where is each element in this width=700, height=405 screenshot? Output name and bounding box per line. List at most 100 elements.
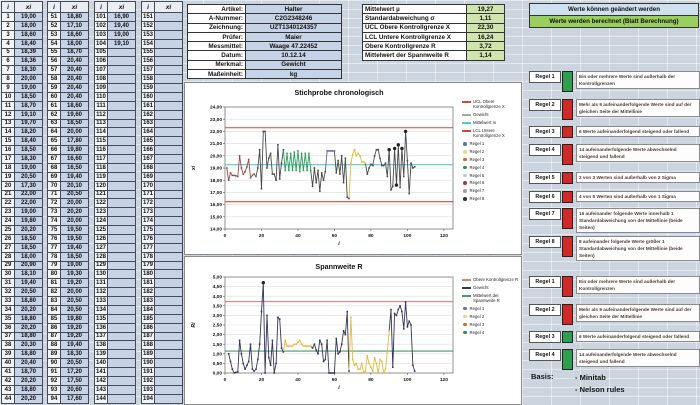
sample-value-cell[interactable]: 20,20: [15, 305, 43, 315]
sample-value-cell[interactable]: 19,40: [108, 21, 136, 31]
sample-value-cell[interactable]: [155, 21, 183, 31]
sample-value-cell[interactable]: [155, 13, 183, 22]
form-field-value[interactable]: Gewicht: [246, 60, 342, 71]
sample-value-cell[interactable]: 19,10: [108, 39, 136, 49]
sample-value-cell[interactable]: [108, 57, 136, 67]
sample-value-cell[interactable]: [155, 84, 183, 93]
sample-value-cell[interactable]: [108, 305, 136, 315]
sample-value-cell[interactable]: [108, 288, 136, 297]
sample-value-cell[interactable]: [155, 110, 183, 120]
sample-value-cell[interactable]: 20,50: [61, 305, 89, 315]
sample-value-cell[interactable]: 20,50: [15, 288, 43, 297]
sample-value-cell[interactable]: [108, 163, 136, 173]
sample-value-cell[interactable]: 17,60: [61, 394, 89, 404]
sample-value-cell[interactable]: 18,80: [15, 385, 43, 395]
sample-value-cell[interactable]: [108, 385, 136, 395]
sample-value-cell[interactable]: 17,20: [61, 368, 89, 377]
sample-value-cell[interactable]: 20,10: [61, 181, 89, 191]
sample-value-cell[interactable]: 17,80: [61, 137, 89, 147]
sample-value-cell[interactable]: 19,20: [61, 323, 89, 333]
sample-value-cell[interactable]: 18,50: [61, 119, 89, 129]
sample-value-cell[interactable]: 18,40: [15, 39, 43, 49]
sample-value-cell[interactable]: 18,36: [15, 57, 43, 67]
sample-value-cell[interactable]: 18,30: [61, 350, 89, 360]
sample-value-cell[interactable]: [155, 163, 183, 173]
sample-value-cell[interactable]: 20,50: [61, 359, 89, 368]
sample-value-cell[interactable]: 22,00: [15, 190, 43, 200]
sample-value-cell[interactable]: [108, 252, 136, 262]
sample-value-cell[interactable]: [108, 341, 136, 351]
sample-value-cell[interactable]: [155, 368, 183, 377]
form-field-value[interactable]: UZT1340124357: [246, 23, 342, 33]
sample-value-cell[interactable]: 18,39: [15, 48, 43, 58]
sample-value-cell[interactable]: 20,20: [15, 226, 43, 235]
sample-value-cell[interactable]: [155, 155, 183, 164]
sample-value-cell[interactable]: 20,20: [15, 376, 43, 386]
form-field-value[interactable]: C2G2348246: [246, 14, 342, 24]
sample-value-cell[interactable]: [155, 39, 183, 49]
sample-value-cell[interactable]: [155, 385, 183, 395]
sample-value-cell[interactable]: 20,00: [61, 199, 89, 209]
sample-value-cell[interactable]: [155, 119, 183, 129]
sample-value-cell[interactable]: 19,80: [61, 314, 89, 324]
sample-value-cell[interactable]: 18,60: [61, 101, 89, 111]
sample-value-cell[interactable]: [108, 314, 136, 324]
sample-value-cell[interactable]: [155, 128, 183, 138]
sample-value-cell[interactable]: 20,60: [61, 385, 89, 395]
sample-value-cell[interactable]: [155, 226, 183, 235]
sample-value-cell[interactable]: [155, 146, 183, 155]
sample-value-cell[interactable]: 18,50: [15, 243, 43, 253]
sample-value-cell[interactable]: 18,50: [61, 252, 89, 262]
sample-value-cell[interactable]: 18,80: [61, 13, 89, 22]
sample-value-cell[interactable]: 20,40: [15, 359, 43, 368]
sample-value-cell[interactable]: 19,40: [15, 279, 43, 289]
sample-value-cell[interactable]: [108, 199, 136, 209]
sample-value-cell[interactable]: [108, 181, 136, 191]
sample-value-cell[interactable]: [108, 128, 136, 138]
sample-value-cell[interactable]: 20,00: [61, 217, 89, 226]
sample-value-cell[interactable]: [155, 332, 183, 342]
sample-value-cell[interactable]: 18,30: [15, 155, 43, 164]
sample-value-cell[interactable]: [108, 101, 136, 111]
sample-value-cell[interactable]: 18,60: [15, 30, 43, 40]
sample-value-cell[interactable]: 19,00: [15, 13, 43, 22]
sample-value-cell[interactable]: 17,30: [15, 181, 43, 191]
sample-value-cell[interactable]: [108, 137, 136, 147]
sample-value-cell[interactable]: 18,50: [15, 146, 43, 155]
sample-value-cell[interactable]: 20,20: [61, 208, 89, 218]
sample-value-cell[interactable]: [155, 270, 183, 280]
sample-value-cell[interactable]: [108, 376, 136, 386]
sample-value-cell[interactable]: [155, 199, 183, 209]
sample-value-cell[interactable]: [108, 359, 136, 368]
sample-value-cell[interactable]: 19,20: [61, 332, 89, 342]
sample-value-cell[interactable]: 16,50: [61, 163, 89, 173]
sample-value-cell[interactable]: [155, 314, 183, 324]
sample-value-cell[interactable]: 18,00: [61, 39, 89, 49]
sample-value-cell[interactable]: 18,70: [61, 48, 89, 58]
sample-value-cell[interactable]: [155, 66, 183, 76]
sample-value-cell[interactable]: [155, 350, 183, 360]
sample-value-cell[interactable]: 19,00: [15, 208, 43, 218]
sample-value-cell[interactable]: [108, 119, 136, 129]
sample-value-cell[interactable]: 18,20: [15, 128, 43, 138]
sample-value-cell[interactable]: [155, 297, 183, 306]
sample-value-cell[interactable]: [108, 208, 136, 218]
sample-value-cell[interactable]: 18,80: [15, 314, 43, 324]
sample-value-cell[interactable]: 20,00: [15, 75, 43, 84]
sample-value-cell[interactable]: 17,50: [61, 376, 89, 386]
sample-value-cell[interactable]: 20,20: [15, 323, 43, 333]
sample-value-cell[interactable]: [155, 30, 183, 40]
sample-value-cell[interactable]: [155, 243, 183, 253]
form-field-value[interactable]: Halter: [246, 5, 342, 15]
sample-value-cell[interactable]: [155, 101, 183, 111]
sample-value-cell[interactable]: 18,50: [15, 234, 43, 244]
sample-value-cell[interactable]: 18,30: [15, 66, 43, 76]
sample-value-cell[interactable]: 19,00: [108, 30, 136, 40]
sample-value-cell[interactable]: [108, 234, 136, 244]
sample-value-cell[interactable]: 16,90: [108, 13, 136, 22]
sample-value-cell[interactable]: 19,10: [15, 110, 43, 120]
sample-value-cell[interactable]: 18,40: [15, 137, 43, 147]
form-field-value[interactable]: Maier: [246, 32, 342, 43]
sample-value-cell[interactable]: 20,40: [61, 75, 89, 84]
sample-value-cell[interactable]: 20,90: [15, 261, 43, 271]
